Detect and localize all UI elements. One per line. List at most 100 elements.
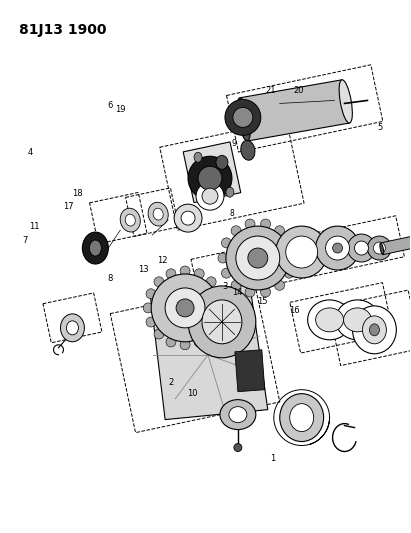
Ellipse shape	[60, 314, 84, 342]
Ellipse shape	[231, 226, 241, 236]
Ellipse shape	[344, 308, 372, 332]
Ellipse shape	[231, 280, 241, 290]
Text: 8: 8	[229, 208, 234, 217]
Ellipse shape	[326, 236, 349, 260]
Ellipse shape	[275, 226, 284, 236]
Ellipse shape	[222, 268, 231, 278]
Ellipse shape	[229, 407, 247, 423]
Ellipse shape	[288, 253, 298, 263]
Ellipse shape	[174, 204, 202, 232]
Ellipse shape	[196, 182, 224, 210]
Ellipse shape	[154, 329, 164, 339]
Ellipse shape	[146, 317, 156, 327]
Ellipse shape	[125, 214, 135, 226]
Ellipse shape	[214, 317, 224, 327]
Ellipse shape	[222, 238, 231, 248]
Text: 12: 12	[157, 256, 168, 264]
Text: 9: 9	[231, 139, 237, 148]
Ellipse shape	[248, 248, 268, 268]
Ellipse shape	[335, 300, 379, 340]
Ellipse shape	[165, 288, 205, 328]
Ellipse shape	[143, 303, 153, 313]
Ellipse shape	[206, 329, 216, 339]
Ellipse shape	[339, 80, 352, 123]
Ellipse shape	[236, 236, 280, 280]
Ellipse shape	[374, 242, 386, 254]
Ellipse shape	[202, 300, 242, 344]
Text: 14: 14	[232, 287, 243, 296]
Polygon shape	[381, 236, 411, 255]
Ellipse shape	[120, 208, 140, 232]
Ellipse shape	[369, 324, 379, 336]
Ellipse shape	[348, 234, 375, 262]
Ellipse shape	[90, 240, 102, 256]
Ellipse shape	[280, 394, 323, 441]
Ellipse shape	[146, 289, 156, 299]
Text: 10: 10	[187, 389, 198, 398]
Text: 21: 21	[265, 85, 275, 94]
Text: 7: 7	[23, 237, 28, 246]
Text: 16: 16	[289, 305, 300, 314]
Text: 1: 1	[270, 455, 276, 463]
Ellipse shape	[166, 337, 176, 347]
Ellipse shape	[275, 280, 284, 290]
Ellipse shape	[194, 337, 204, 347]
Ellipse shape	[225, 100, 261, 135]
Text: 8: 8	[108, 273, 113, 282]
Ellipse shape	[206, 277, 216, 287]
Ellipse shape	[166, 269, 176, 279]
Polygon shape	[240, 80, 349, 141]
Text: 19: 19	[115, 105, 125, 114]
Ellipse shape	[332, 243, 342, 253]
Polygon shape	[235, 350, 265, 392]
Ellipse shape	[316, 226, 360, 270]
Text: 3: 3	[222, 282, 228, 291]
Text: 11: 11	[29, 222, 39, 231]
Ellipse shape	[233, 108, 253, 127]
Ellipse shape	[367, 236, 391, 260]
Ellipse shape	[284, 238, 294, 248]
Ellipse shape	[237, 98, 250, 141]
Text: 17: 17	[63, 203, 74, 212]
Text: 81J13 1900: 81J13 1900	[18, 22, 106, 37]
Ellipse shape	[276, 226, 328, 278]
Text: 20: 20	[293, 85, 304, 94]
Ellipse shape	[67, 321, 79, 335]
Ellipse shape	[226, 226, 290, 290]
Ellipse shape	[316, 308, 344, 332]
Ellipse shape	[202, 188, 218, 204]
Ellipse shape	[176, 299, 194, 317]
Ellipse shape	[153, 208, 163, 220]
Ellipse shape	[214, 289, 224, 299]
Ellipse shape	[181, 211, 195, 225]
Ellipse shape	[220, 400, 256, 430]
Text: 4: 4	[28, 148, 33, 157]
Ellipse shape	[198, 166, 222, 190]
Ellipse shape	[188, 156, 232, 200]
Text: 15: 15	[257, 296, 267, 305]
Ellipse shape	[180, 340, 190, 350]
Text: 6: 6	[108, 101, 113, 110]
Ellipse shape	[151, 274, 219, 342]
Ellipse shape	[363, 316, 386, 344]
Ellipse shape	[83, 232, 109, 264]
Ellipse shape	[261, 287, 270, 297]
Text: 2: 2	[168, 378, 173, 387]
Ellipse shape	[261, 219, 270, 229]
Ellipse shape	[217, 303, 227, 313]
Polygon shape	[150, 285, 268, 419]
Ellipse shape	[284, 268, 294, 278]
Ellipse shape	[194, 152, 202, 162]
Text: 5: 5	[377, 123, 382, 132]
Ellipse shape	[286, 236, 318, 268]
Ellipse shape	[234, 443, 242, 451]
Ellipse shape	[290, 403, 314, 432]
Polygon shape	[183, 142, 241, 203]
Ellipse shape	[216, 155, 228, 169]
Ellipse shape	[353, 306, 396, 354]
Ellipse shape	[188, 286, 256, 358]
Ellipse shape	[245, 219, 255, 229]
Ellipse shape	[148, 202, 168, 226]
Ellipse shape	[308, 300, 351, 340]
Ellipse shape	[241, 140, 255, 160]
